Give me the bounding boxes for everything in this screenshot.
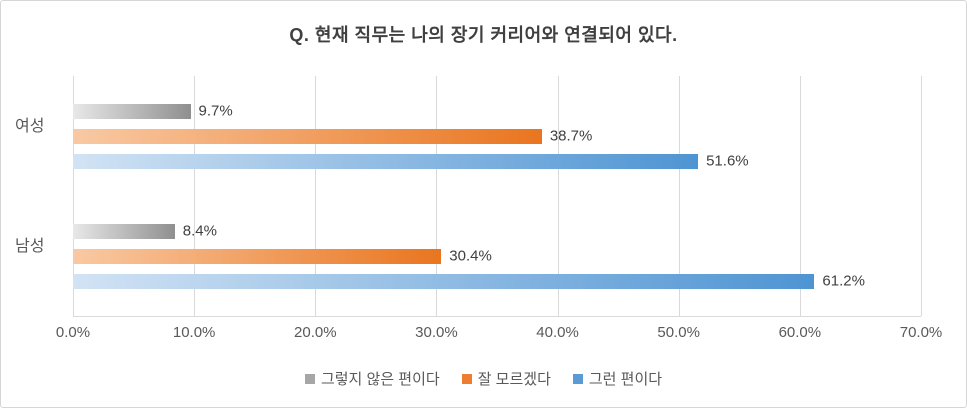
bar-남성-그런 편이다	[73, 273, 815, 289]
bar-value-label: 51.6%	[706, 152, 749, 170]
bar-여성-그렇지 않은 편이다	[73, 103, 191, 119]
bar-value-label: 38.7%	[549, 127, 593, 145]
x-tick-label: 70.0%	[899, 324, 943, 341]
bar-value-label: 61.2%	[822, 272, 865, 290]
gridline	[73, 76, 74, 316]
x-tick-label: 30.0%	[415, 324, 458, 341]
bar-value-label: 30.4%	[449, 247, 492, 265]
legend-label: 그렇지 않은 편이다	[320, 371, 440, 388]
legend-label: 그런 편이다	[588, 371, 663, 388]
legend-swatch-icon	[572, 373, 583, 384]
bar-남성-잘 모르겠다	[73, 248, 442, 264]
legend-swatch-icon	[304, 373, 315, 384]
x-tick-label: 40.0%	[536, 324, 579, 341]
bar-value-label: 9.7%	[198, 102, 233, 120]
plot-area: 9.7% 38.7% 51.6% 8.4% 30.4% 61.2%	[73, 76, 922, 317]
gridline	[557, 76, 559, 316]
category-label-남성: 남성	[15, 238, 45, 255]
x-tick-label: 10.0%	[172, 324, 216, 341]
x-tick-label: 20.0%	[294, 324, 337, 341]
legend-label: 잘 모르겠다	[477, 371, 551, 388]
legend-item-잘 모르겠다: 잘 모르겠다	[461, 368, 551, 389]
bar-여성-잘 모르겠다	[73, 128, 542, 144]
legend-item-그런 편이다: 그런 편이다	[572, 368, 663, 389]
bar-남성-그렇지 않은 편이다	[73, 223, 175, 239]
gridline	[921, 76, 922, 316]
x-tick-label: 0.0%	[55, 324, 91, 341]
gridline	[436, 76, 438, 316]
bar-value-label: 8.4%	[182, 222, 217, 240]
x-tick-label: 60.0%	[778, 324, 822, 341]
gridline	[678, 76, 680, 316]
bar-여성-그런 편이다	[73, 153, 699, 169]
chart-title: Q. 현재 직무는 나의 장기 커리어와 연결되어 있다.	[289, 25, 678, 45]
gridline	[194, 76, 196, 316]
category-label-여성: 여성	[15, 118, 45, 135]
x-tick-label: 50.0%	[657, 324, 700, 341]
legend-swatch-icon	[461, 373, 472, 384]
legend: 그렇지 않은 편이다 잘 모르겠다 그런 편이다	[1, 368, 966, 389]
gridline	[315, 76, 317, 316]
legend-item-그렇지 않은 편이다: 그렇지 않은 편이다	[304, 368, 440, 389]
gridline	[799, 76, 801, 316]
